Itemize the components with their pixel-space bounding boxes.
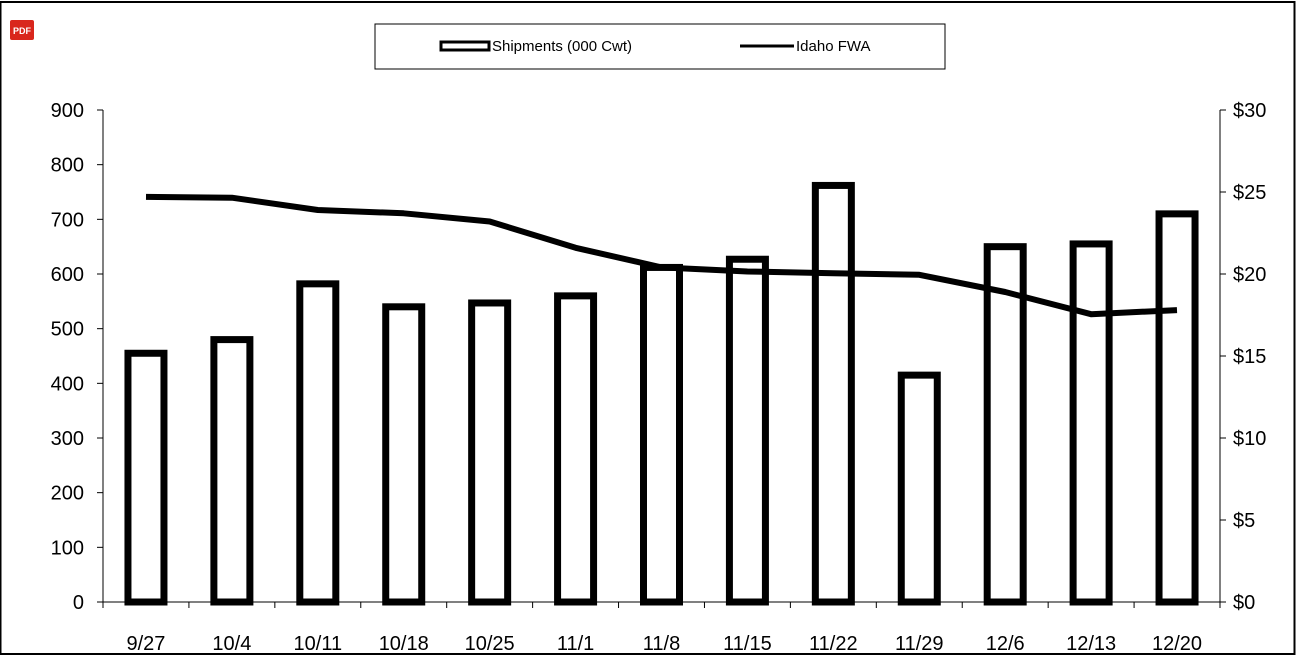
shipments-bar [210,336,254,606]
right-tick-label: $30 [1233,100,1266,122]
left-tick-label: 700 [51,209,84,231]
shipments-bar [725,255,769,606]
shipments-bar [1069,240,1113,606]
bar-series [124,181,1199,606]
x-tick-label: 12/13 [1066,633,1116,655]
right-tick-label: $20 [1233,264,1266,286]
pdf-icon-badge [10,20,34,40]
shipments-bar [468,299,512,606]
legend: Shipments (000 Cwt) Idaho FWA [374,23,946,70]
left-tick-label: 400 [51,373,84,395]
right-tick-label: $15 [1233,346,1266,368]
right-tick-label: $0 [1233,592,1255,614]
right-tick-label: $10 [1233,428,1266,450]
legend-label-fwa: Idaho FWA [796,38,870,55]
right-tick-label: $25 [1233,182,1266,204]
x-tick-label: 10/11 [294,633,343,655]
x-tick-label: 10/25 [465,633,515,655]
shipments-bar [811,181,855,606]
right-axis: $0 $5 $10 $15 $20 $25 $30 [1220,100,1266,614]
shipments-bar [296,280,340,606]
x-tick-label: 12/20 [1152,633,1202,655]
shipments-bar [554,292,598,606]
axis-lines [102,110,1221,603]
legend-label-shipments: Shipments (000 Cwt) [492,38,632,55]
x-tick-label: 11/8 [643,633,680,655]
x-tick-label: 11/1 [557,633,594,655]
x-tick-label: 10/4 [212,633,251,655]
pdf-icon[interactable]: PDF [10,20,34,40]
left-tick-label: 0 [73,592,84,614]
shipments-bar [382,303,426,606]
left-tick-label: 500 [51,319,84,341]
left-tick-label: 800 [51,155,84,177]
x-tick-label: 9/27 [126,633,165,655]
left-axis: 0 100 200 300 400 500 600 700 800 900 [51,100,103,614]
x-tick-label: 10/18 [379,633,429,655]
left-tick-label: 300 [51,428,84,450]
shipments-bar [897,371,941,606]
fwa-line [145,193,1178,318]
shipments-bar [640,263,683,606]
left-tick-label: 100 [51,537,84,559]
pdf-icon-label: PDF [13,26,32,36]
shipments-bar [124,349,168,606]
shipments-bar [983,243,1027,606]
x-tick-label: 11/29 [895,633,944,655]
x-tick-label: 12/6 [986,633,1025,655]
x-tick-label: 11/15 [723,633,772,655]
left-tick-label: 600 [51,264,84,286]
x-axis: 9/27 10/4 10/11 10/18 10/25 11/1 11/8 11/15 11/2… [102,602,1221,655]
right-tick-label: $5 [1233,510,1255,532]
shipments-bar [1155,210,1199,606]
legend-swatch-shipments [439,40,491,52]
left-tick-label: 200 [51,483,84,505]
left-tick-label: 900 [51,100,84,122]
x-tick-label: 11/22 [809,633,858,655]
